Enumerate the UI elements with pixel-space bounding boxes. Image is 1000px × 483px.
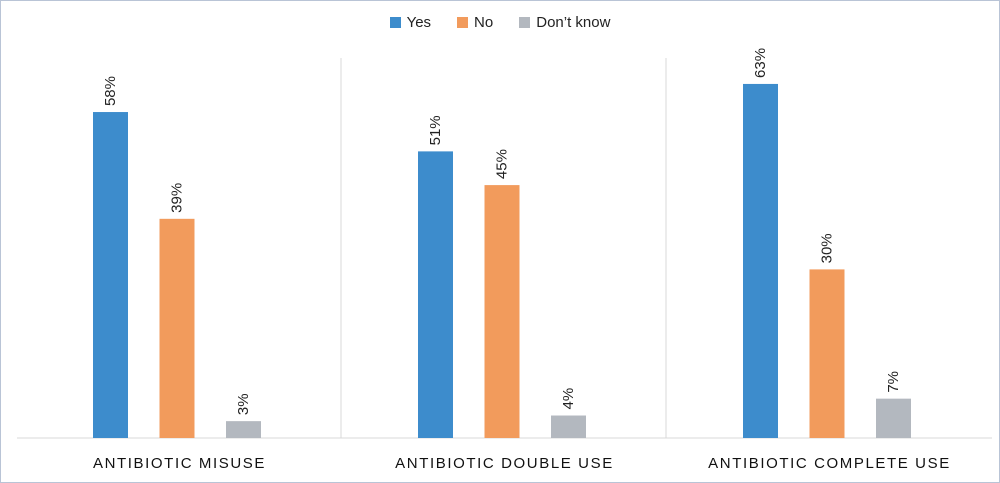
data-label: 51% — [427, 115, 444, 145]
category-label: ANTIBIOTIC DOUBLE USE — [395, 455, 614, 472]
legend: Yes No Don’t know — [0, 14, 1000, 31]
legend-label-yes: Yes — [406, 14, 432, 31]
data-label: 3% — [235, 393, 252, 415]
legend-swatch-no — [457, 17, 469, 28]
bar — [226, 421, 261, 438]
bar — [418, 151, 453, 438]
data-label: 45% — [494, 149, 511, 179]
category-label: ANTIBIOTIC COMPLETE USE — [708, 455, 951, 472]
data-label: 58% — [102, 76, 119, 106]
bar — [93, 112, 128, 438]
legend-item-no: No — [457, 14, 493, 31]
data-label: 7% — [885, 371, 902, 393]
data-label: 30% — [819, 233, 836, 263]
data-label: 4% — [560, 388, 577, 410]
bar — [159, 218, 195, 438]
legend-label-no: No — [474, 14, 494, 31]
data-label: 63% — [752, 48, 769, 78]
category-label: ANTIBIOTIC MISUSE — [93, 455, 266, 472]
bar — [551, 415, 586, 438]
legend-item-dont-know: Don’t know — [519, 14, 610, 31]
legend-swatch-yes — [389, 17, 401, 28]
bar — [876, 398, 911, 438]
data-label: 39% — [169, 183, 186, 213]
bar — [809, 269, 845, 438]
legend-item-yes: Yes — [389, 14, 432, 31]
legend-label-dont-know: Don’t know — [536, 14, 611, 31]
legend-swatch-dont-know — [519, 17, 531, 28]
bar — [484, 185, 520, 438]
bar — [743, 83, 778, 438]
